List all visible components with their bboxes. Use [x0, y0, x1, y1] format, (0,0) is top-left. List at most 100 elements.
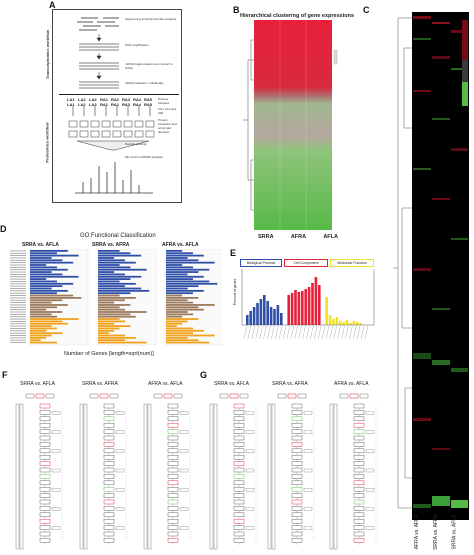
- row-label-mark: [10, 276, 26, 278]
- bar: [166, 254, 204, 257]
- bar: [98, 266, 131, 269]
- bar: [166, 280, 210, 283]
- node: [103, 518, 115, 524]
- bar: [30, 271, 52, 273]
- row-label-mark: [10, 269, 26, 271]
- row-label-mark: [10, 325, 26, 327]
- node: [39, 467, 51, 473]
- node: [39, 416, 51, 422]
- bar: [98, 271, 115, 273]
- membrane: [143, 403, 148, 550]
- row-label-mark: [10, 330, 26, 332]
- row-label-mark: [10, 271, 26, 273]
- bar: [98, 304, 131, 306]
- node: [233, 454, 245, 460]
- row-label-mark: [10, 264, 26, 266]
- row-label-mark: [10, 313, 26, 315]
- tick-label-mark: [263, 325, 267, 340]
- node: [291, 531, 303, 537]
- node: [103, 499, 115, 505]
- bar: [166, 339, 199, 342]
- node: [291, 461, 303, 466]
- node: [39, 538, 51, 543]
- node: [353, 506, 365, 511]
- panel-e-label: E: [230, 248, 237, 258]
- row-label-mark: [10, 337, 26, 339]
- node: [339, 393, 349, 399]
- bar: [98, 282, 136, 285]
- tick-label-mark: [282, 325, 287, 340]
- bar: [30, 306, 57, 309]
- row-label-mark: [10, 328, 26, 329]
- row-label-mark: [10, 304, 26, 306]
- subtitle: SRRA vs. AFRA: [92, 242, 130, 248]
- node: [233, 467, 245, 473]
- node: [45, 393, 55, 399]
- bar: [166, 306, 199, 309]
- node: [353, 454, 365, 460]
- bar: [98, 322, 115, 325]
- node: [39, 506, 51, 511]
- bar: [98, 334, 125, 337]
- node: [365, 449, 375, 453]
- category-boxes: Biological Process Cell Component Molecu…: [240, 257, 375, 267]
- dendrogram: [393, 17, 412, 509]
- bar: [98, 339, 125, 342]
- node: [51, 526, 61, 530]
- tick-label-mark: [353, 325, 357, 340]
- node: [115, 526, 125, 530]
- node: [291, 525, 303, 530]
- row-label-mark: [10, 299, 26, 301]
- node: [167, 435, 179, 441]
- row-label-mark: [10, 252, 26, 254]
- node: [353, 416, 365, 422]
- node: [109, 393, 119, 399]
- node: [233, 461, 245, 466]
- node: [291, 506, 303, 511]
- node: [39, 454, 51, 460]
- node: [233, 538, 245, 543]
- node: [167, 467, 179, 473]
- bar: [246, 315, 249, 325]
- node: [233, 499, 245, 505]
- bar: [166, 313, 193, 316]
- node: [115, 468, 125, 473]
- bar: [166, 327, 193, 330]
- tick-label-mark: [314, 325, 318, 340]
- node: [353, 429, 365, 434]
- sample-label: RA2: [111, 97, 120, 102]
- node: [99, 393, 109, 399]
- node: [291, 493, 303, 498]
- bar: [166, 259, 199, 262]
- tick-label-mark: [247, 325, 252, 340]
- node: [353, 518, 365, 524]
- node: [291, 442, 303, 447]
- sample-label: RA1: [100, 97, 109, 102]
- bar: [30, 299, 63, 302]
- node: [291, 486, 303, 492]
- row-label-mark: [10, 335, 26, 336]
- bar: [98, 311, 147, 313]
- node: [167, 474, 179, 479]
- node: [39, 493, 51, 498]
- heatmap-b: [243, 20, 338, 230]
- sample-label: LA3: [89, 102, 97, 107]
- node: [233, 493, 245, 498]
- node: [115, 411, 125, 415]
- node: [353, 461, 365, 466]
- tick-label-mark: [243, 325, 248, 340]
- node: [233, 486, 245, 492]
- node: [103, 442, 115, 447]
- column-label: SRRA: [258, 234, 274, 240]
- row-label-mark: [10, 316, 26, 318]
- sample-label: RA1: [100, 102, 109, 107]
- bar: [98, 264, 120, 266]
- bar: [30, 285, 63, 288]
- bar: [304, 289, 307, 325]
- node: [115, 449, 125, 453]
- bar: [166, 301, 193, 304]
- bar: [349, 323, 352, 325]
- bar: [98, 308, 125, 311]
- node: [245, 449, 255, 453]
- node: [167, 506, 179, 511]
